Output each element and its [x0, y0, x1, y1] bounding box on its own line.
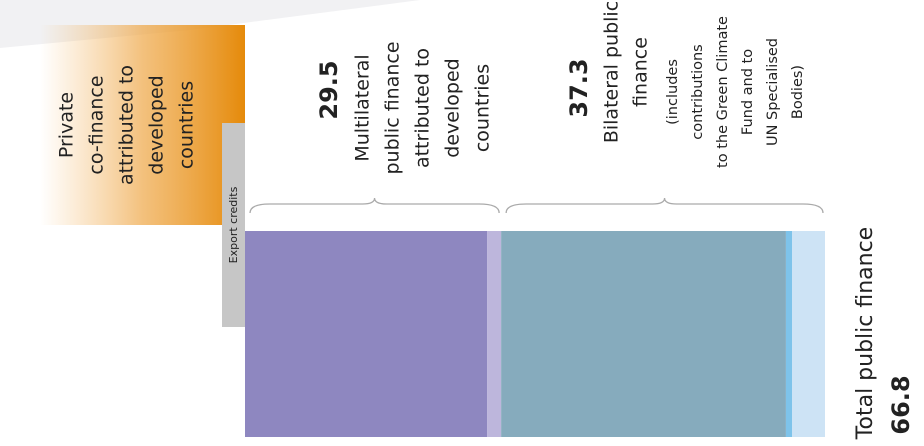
group-detail: contributions — [690, 44, 706, 139]
group-value: 29.5 — [315, 60, 343, 119]
group-label: developed — [442, 58, 464, 157]
brace — [505, 197, 824, 214]
private-box — [40, 25, 245, 225]
bar-segment — [501, 231, 786, 437]
group-detail: (includes — [665, 59, 681, 125]
group-label: public finance — [382, 41, 404, 174]
bar-segment — [792, 231, 825, 437]
bar-segment — [245, 231, 488, 437]
group-detail: UN Specialised — [765, 38, 781, 146]
group-detail: to the Green Climate — [715, 16, 731, 168]
group-detail: Fund and to — [740, 49, 756, 135]
bar-segment — [785, 231, 793, 437]
private-label: co-finance — [86, 75, 108, 174]
group-label: attributed to — [412, 48, 434, 168]
group-label: Bilateral public — [601, 1, 623, 143]
group-label: countries — [472, 64, 494, 152]
export-box — [222, 123, 245, 327]
private-label: developed — [146, 75, 168, 174]
group-label: Multilateral — [352, 54, 374, 161]
bar-segment — [487, 231, 502, 437]
private-label: countries — [176, 81, 198, 169]
group-detail: Bodies) — [790, 65, 806, 119]
total-value: 66.8 — [887, 375, 915, 434]
group-value: 37.3 — [565, 58, 593, 117]
export-label: Export credits — [227, 186, 240, 263]
brace — [249, 197, 500, 214]
group-label: finance — [630, 37, 652, 107]
private-label: attributed to — [116, 65, 138, 185]
private-label: Private — [56, 92, 78, 158]
total-label: Total public finance — [853, 227, 878, 440]
